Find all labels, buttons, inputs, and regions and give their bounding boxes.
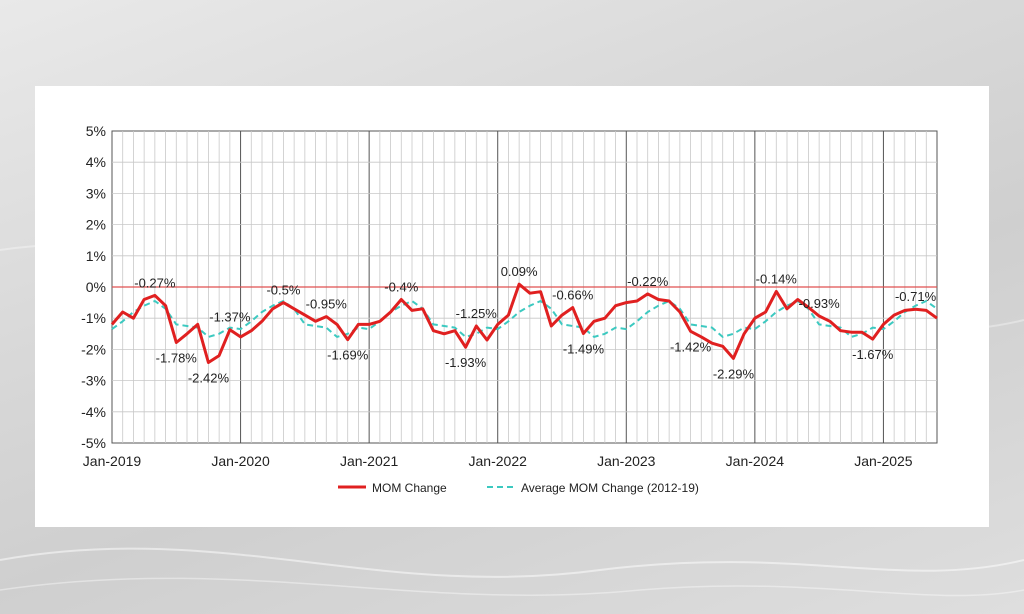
y-tick-label: 2%: [86, 217, 106, 233]
data-label: -0.93%: [799, 296, 841, 311]
mom-change-line: [110, 282, 938, 364]
data-label: -1.93%: [445, 355, 487, 370]
y-tick-label: 5%: [86, 123, 106, 139]
y-tick-label: -4%: [81, 404, 106, 420]
y-tick-label: -3%: [81, 373, 106, 389]
y-tick-label: 0%: [86, 279, 106, 295]
data-label: -1.25%: [456, 306, 498, 321]
y-tick-label: 3%: [86, 185, 106, 201]
data-label: -0.95%: [306, 297, 348, 312]
data-label: -0.27%: [134, 275, 176, 290]
data-label: -1.78%: [156, 351, 198, 366]
data-labels: -0.27% -1.78% -2.42% -1.37% -0.5% -0.95% -1.69…: [134, 264, 936, 385]
y-tick-label: -2%: [81, 341, 106, 357]
data-label: -0.22%: [627, 274, 669, 289]
x-tick-label: Jan-2023: [597, 453, 656, 469]
mom-change-line-chart: 5%4%3%2%1%0%-1%-2%-3%-4%-5% Jan-2019 Jan-…: [81, 123, 938, 495]
y-tick-label: -1%: [81, 310, 106, 326]
y-tick-label: 4%: [86, 154, 106, 170]
data-label: -1.37%: [209, 310, 251, 325]
data-label: -0.14%: [756, 271, 798, 286]
data-label: -2.29%: [713, 366, 755, 381]
y-axis-ticks: 5% 4% 3% 2% 1% 0% -1% -2% -3% -4% -5%: [81, 123, 106, 451]
data-label: -0.5%: [266, 283, 300, 298]
legend: MOM Change Average MOM Change (2012-19): [338, 481, 699, 495]
x-tick-label: Jan-2020: [211, 453, 270, 469]
x-tick-label: Jan-2024: [726, 453, 785, 469]
x-tick-label: Jan-2019: [83, 453, 142, 469]
data-label: -0.71%: [895, 289, 937, 304]
data-label: -1.69%: [327, 348, 369, 363]
y-tick-label: -5%: [81, 435, 106, 451]
data-label: -0.66%: [552, 288, 594, 303]
legend-label-avg: Average MOM Change (2012-19): [521, 481, 699, 495]
data-label: -1.67%: [852, 347, 894, 362]
data-label: -1.49%: [563, 341, 605, 356]
data-label: -1.42%: [670, 339, 712, 354]
x-tick-label: Jan-2025: [854, 453, 913, 469]
x-axis-ticks: Jan-2019 Jan-2020 Jan-2021 Jan-2022 Jan-2023…: [83, 453, 913, 469]
data-label: -0.4%: [384, 279, 418, 294]
data-label: -2.42%: [188, 371, 230, 386]
gridlines: [111, 130, 938, 444]
data-label: 0.09%: [501, 264, 538, 279]
series-lines: [110, 282, 938, 364]
legend-label-mom: MOM Change: [372, 481, 447, 495]
y-tick-label: 1%: [86, 248, 106, 264]
x-tick-label: Jan-2022: [469, 453, 528, 469]
chart-panel: 5% 4% 3% 2% 1% 0% -1% -2% -3% -4% -5% Jan-2019 Jan-…: [35, 86, 989, 527]
x-tick-label: Jan-2021: [340, 453, 399, 469]
